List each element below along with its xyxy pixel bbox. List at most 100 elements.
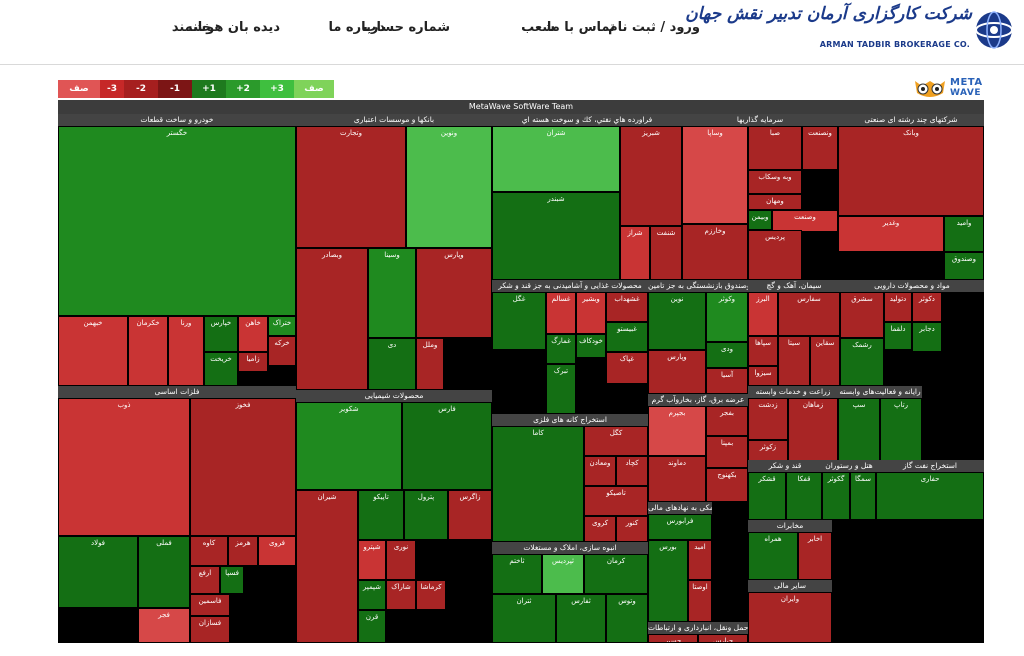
stock-tile[interactable]: غگل (492, 292, 546, 350)
stock-tile[interactable]: دتولید (884, 292, 912, 322)
stock-tile[interactable]: خاهن (238, 316, 268, 352)
stock-tile[interactable]: ونوین (406, 126, 492, 248)
stock-tile[interactable]: دلقما (884, 322, 912, 350)
stock-tile[interactable]: غپاک (606, 352, 648, 384)
stock-tile[interactable]: سپ (838, 398, 880, 462)
stock-tile[interactable]: کنور (616, 516, 648, 542)
stock-tile[interactable]: خریخت (204, 352, 238, 386)
stock-tile[interactable]: شکویر (296, 402, 402, 490)
stock-tile[interactable]: سیزوا (748, 366, 778, 386)
stock-tile[interactable]: فاسمین (190, 594, 230, 616)
stock-tile[interactable]: شیران (296, 490, 358, 643)
stock-tile[interactable]: شپمپر (358, 580, 386, 610)
stock-tile[interactable]: شراز (620, 226, 650, 280)
stock-tile[interactable]: البرز (748, 292, 778, 336)
stock-tile[interactable]: شتران (492, 126, 620, 192)
stock-tile[interactable]: اخابر (798, 532, 832, 580)
stock-tile[interactable]: ثپردیس (542, 554, 584, 594)
stock-tile[interactable]: اوصتا (688, 580, 712, 622)
nav-link[interactable]: دیده بان هوشمند (171, 20, 280, 35)
stock-tile[interactable]: فخوز (190, 398, 296, 536)
stock-tile[interactable]: غسالم (546, 292, 576, 334)
company-logo[interactable]: شرکت کارگزاری آرمان تدبیر نقش جهان ARMAN… (685, 2, 1014, 60)
stock-tile[interactable]: ثتران (492, 594, 556, 643)
stock-tile[interactable]: وامید (944, 216, 984, 252)
stock-tile[interactable]: کرمان (584, 554, 648, 594)
stock-tile[interactable]: وبصادر (296, 248, 368, 390)
stock-tile[interactable]: وتوس (606, 594, 648, 643)
stock-tile[interactable]: کگل (584, 426, 648, 456)
stock-tile[interactable]: بمپنا (706, 436, 748, 468)
stock-tile[interactable]: شنفت (650, 226, 682, 280)
stock-tile[interactable]: شاراک (386, 580, 416, 610)
nav-link[interactable]: خانه (184, 20, 212, 35)
stock-tile[interactable]: ثفارس (556, 594, 606, 643)
stock-tile[interactable]: غشهداب (606, 292, 648, 322)
stock-tile[interactable]: فولاد (58, 536, 138, 608)
stock-tile[interactable]: کروی (584, 516, 616, 542)
stock-tile[interactable]: کچاد (616, 456, 648, 486)
stock-tile[interactable]: ومهان (748, 194, 802, 210)
stock-tile[interactable]: دجابر (912, 322, 942, 352)
stock-tile[interactable]: خپارس (204, 316, 238, 352)
stock-tile[interactable]: کرماشا (416, 580, 446, 610)
stock-tile[interactable]: ودی (706, 342, 748, 368)
stock-tile[interactable]: پردیس (748, 230, 802, 280)
stock-tile[interactable]: وپارس (416, 248, 492, 338)
stock-tile[interactable]: وملل (416, 338, 444, 390)
stock-tile[interactable]: نوین (648, 292, 706, 350)
stock-tile[interactable]: فارس (402, 402, 492, 490)
stock-tile[interactable]: وغدیر (838, 216, 944, 252)
stock-tile[interactable]: بفجر (706, 406, 748, 436)
stock-tile[interactable]: وساپا (682, 126, 748, 224)
stock-tile[interactable]: زاگرس (448, 490, 492, 540)
stock-tile[interactable]: وسینا (368, 248, 416, 338)
stock-tile[interactable]: بکهنوج (706, 468, 748, 502)
stock-tile[interactable]: امید (688, 540, 712, 580)
stock-tile[interactable]: بجپرم (648, 406, 706, 456)
stock-tile[interactable]: وصنعت (772, 210, 838, 232)
stock-tile[interactable]: سفارس (778, 292, 840, 336)
stock-tile[interactable]: ورنا (168, 316, 204, 386)
stock-tile[interactable]: پترول (404, 490, 448, 540)
stock-tile[interactable]: آسیا (706, 368, 748, 394)
stock-tile[interactable]: وصندوق (944, 252, 984, 280)
stock-tile[interactable]: خکرمان (128, 316, 168, 386)
nav-link[interactable]: ورود / ثبت نام (608, 20, 700, 35)
stock-tile[interactable]: وخارزم (682, 224, 748, 280)
stock-tile[interactable]: سیتا (778, 336, 810, 386)
stock-tile[interactable]: زدشت (748, 398, 788, 440)
stock-tile[interactable]: خرکه (268, 336, 296, 366)
stock-tile[interactable]: سپاها (748, 336, 778, 366)
nav-link[interactable]: شماره حساب (363, 20, 450, 35)
stock-tile[interactable]: کاما (492, 426, 584, 542)
stock-tile[interactable]: شپترو (358, 540, 386, 580)
stock-tile[interactable]: دکوثر (912, 292, 942, 322)
stock-tile[interactable]: ختراک (268, 316, 296, 336)
nav-link[interactable]: تماس با ما (546, 20, 615, 35)
stock-tile[interactable]: ونصنعت (802, 126, 838, 170)
stock-tile[interactable]: هرمز (228, 536, 258, 566)
stock-tile[interactable]: ثاختم (492, 554, 542, 594)
stock-tile[interactable]: کاوه (190, 536, 228, 566)
stock-tile[interactable]: فجر (138, 608, 190, 643)
stock-tile[interactable]: خودکاف (576, 334, 606, 358)
stock-tile[interactable]: رتاپ (880, 398, 922, 462)
nav-link[interactable]: شعب (521, 20, 555, 35)
stock-tile[interactable]: حفاری (876, 472, 984, 520)
stock-tile[interactable]: وبانک (838, 126, 984, 216)
stock-tile[interactable]: حسیر (648, 634, 698, 643)
stock-tile[interactable]: وتجارت (296, 126, 406, 248)
stock-tile[interactable]: همراه (748, 532, 798, 580)
stock-tile[interactable]: دی (368, 338, 416, 390)
stock-tile[interactable]: خگستر (58, 126, 296, 316)
stock-tile[interactable]: شبریز (620, 126, 682, 226)
stock-tile[interactable]: قفکا (786, 472, 822, 520)
stock-tile[interactable]: وایران (748, 592, 832, 643)
stock-tile[interactable]: وبشیر (576, 292, 606, 334)
stock-tile[interactable]: فملی (138, 536, 190, 608)
stock-tile[interactable]: زامیا (238, 352, 268, 372)
stock-tile[interactable]: گکوثر (822, 472, 850, 520)
stock-tile[interactable]: رشمک (840, 338, 884, 386)
stock-tile[interactable]: وپارس (648, 350, 706, 394)
